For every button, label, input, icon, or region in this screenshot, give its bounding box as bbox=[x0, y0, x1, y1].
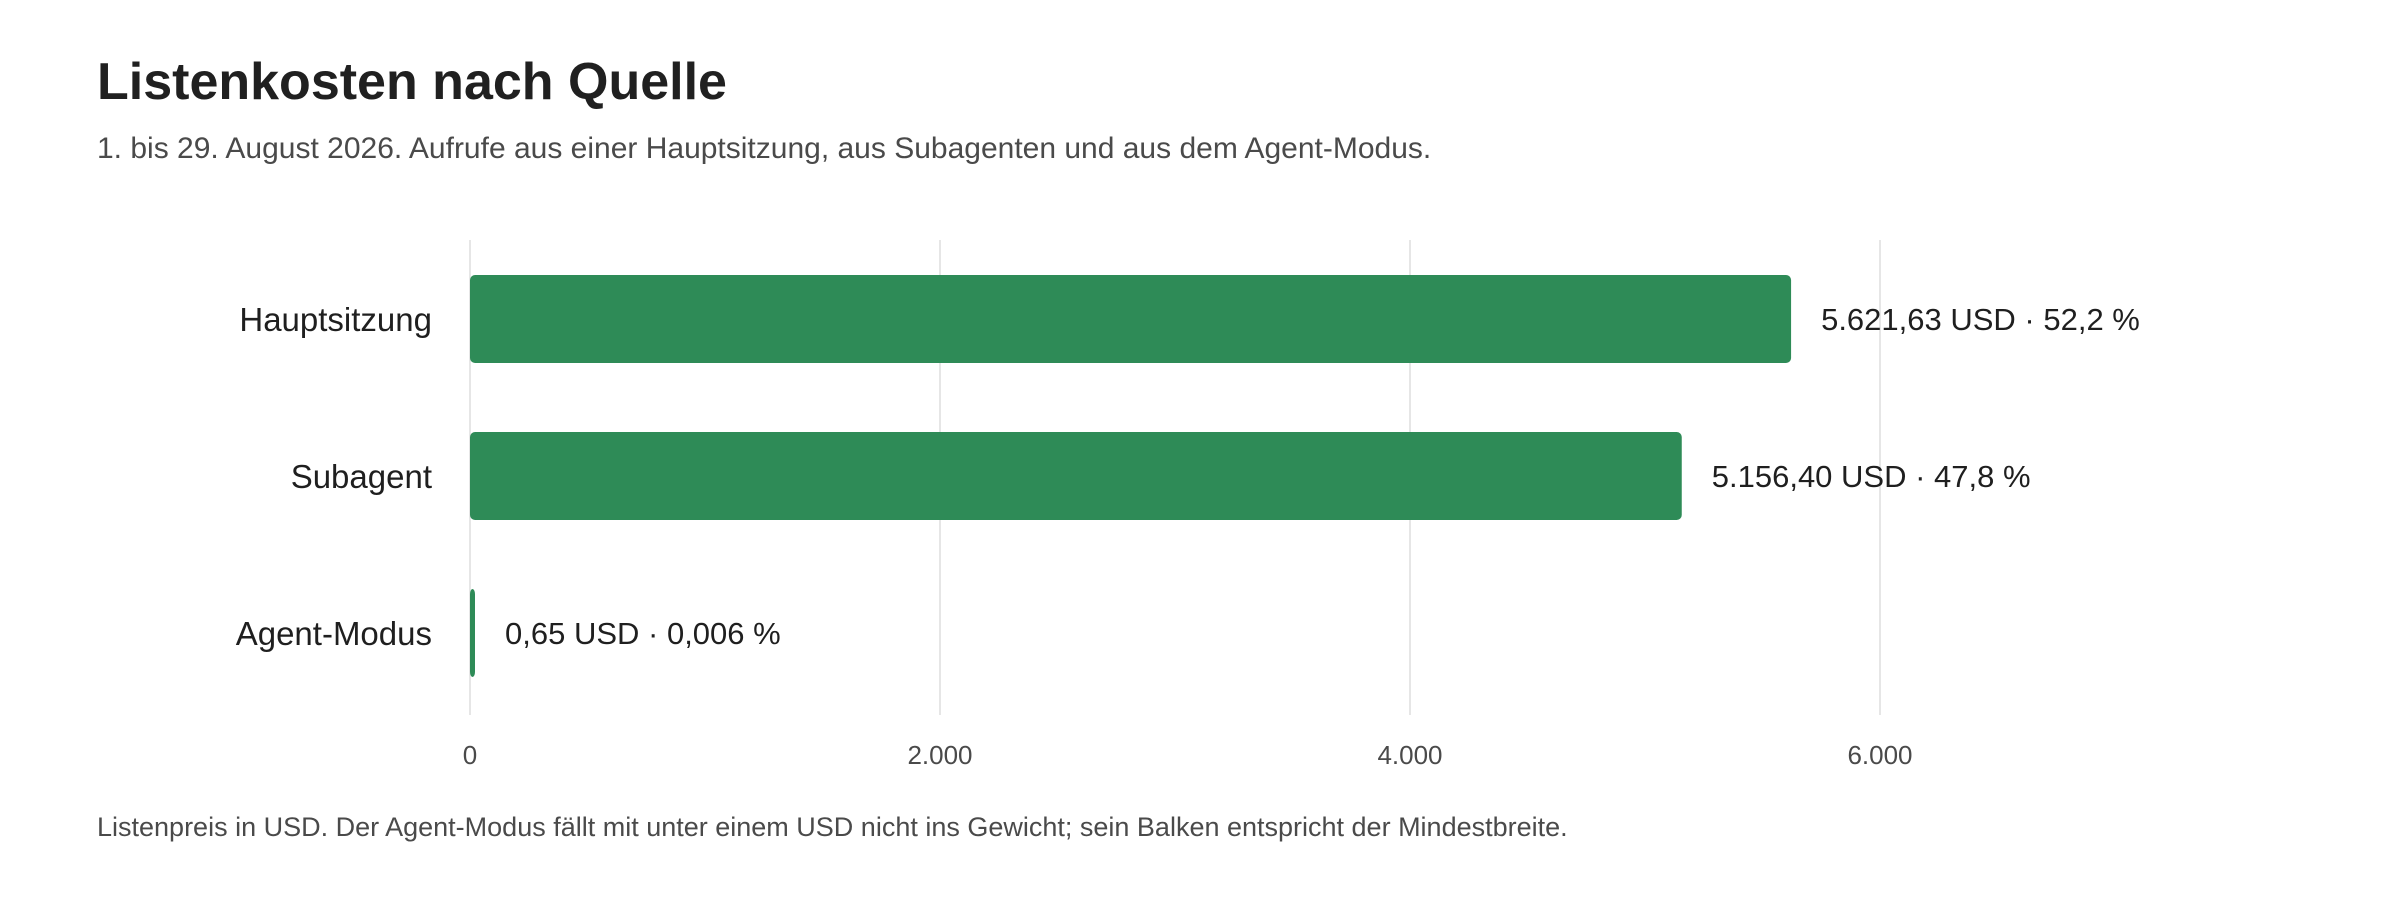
x-tick-label: 0 bbox=[463, 740, 477, 770]
labels: Hauptsitzung 5.621,63 USD · 52,2 % Subagen… bbox=[236, 301, 2140, 652]
bar-hauptsitzung bbox=[470, 275, 1792, 363]
x-tick-label: 4.000 bbox=[1377, 740, 1442, 770]
bar-subagent bbox=[470, 432, 1682, 520]
x-tick-label: 6.000 bbox=[1847, 740, 1912, 770]
category-label: Hauptsitzung bbox=[239, 301, 432, 338]
x-tick-label: 2.000 bbox=[907, 740, 972, 770]
bar-agent-modus bbox=[470, 589, 475, 677]
chart-title: Listenkosten nach Quelle bbox=[97, 53, 727, 111]
category-label: Agent-Modus bbox=[236, 615, 432, 652]
value-label: 5.156,40 USD · 47,8 % bbox=[1712, 459, 2031, 494]
chart-footnote: Listenpreis in USD. Der Agent-Modus fäll… bbox=[97, 812, 1568, 842]
x-axis-ticks: 0 2.000 4.000 6.000 bbox=[463, 740, 1913, 770]
value-label: 0,65 USD · 0,006 % bbox=[505, 616, 781, 651]
category-label: Subagent bbox=[291, 458, 432, 495]
chart-subtitle: 1. bis 29. August 2026. Aufrufe aus eine… bbox=[97, 132, 1432, 165]
value-label: 5.621,63 USD · 52,2 % bbox=[1821, 302, 2140, 337]
bars bbox=[470, 275, 1792, 677]
